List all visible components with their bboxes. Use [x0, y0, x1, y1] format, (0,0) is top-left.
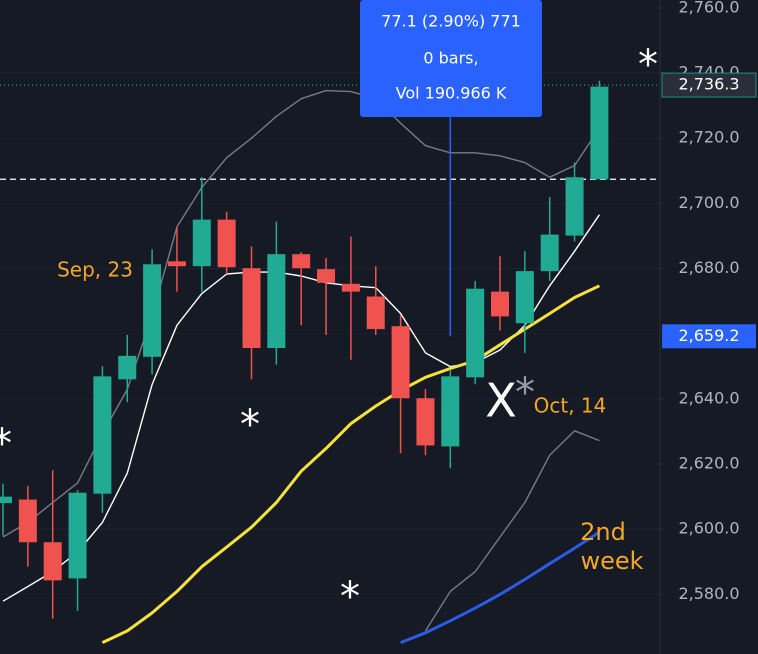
candle-body	[416, 398, 435, 446]
annotation: *	[0, 421, 12, 467]
candle-body	[317, 269, 336, 283]
annotation: Oct, 14	[534, 394, 607, 418]
tooltip-text: 0 bars,	[423, 49, 478, 68]
annotation: *	[515, 370, 535, 416]
candle-body	[590, 86, 609, 180]
tooltip-text: 77.1 (2.90%) 771	[381, 12, 521, 31]
indicator-line	[424, 430, 600, 632]
y-tick-label: 2,600.0	[678, 519, 739, 538]
candle-body	[143, 264, 162, 357]
y-tick-label: 2,620.0	[678, 454, 739, 473]
crosshair-price-box	[662, 324, 756, 349]
crosshair-price-label: 2,659.2	[678, 326, 739, 345]
y-tick-label: 2,760.0	[678, 0, 739, 16]
tooltip: 77.1 (2.90%) 771 0 bars, Vol 190.966 K	[360, 0, 542, 337]
candle-body	[242, 268, 261, 349]
candle-body	[118, 355, 137, 380]
candle-body	[192, 219, 211, 267]
candle-body	[341, 283, 360, 292]
candle-body	[167, 261, 186, 267]
annotation: *	[240, 402, 260, 448]
plot	[0, 80, 660, 644]
indicator-line	[101, 284, 601, 644]
candle-body	[466, 288, 485, 378]
candle-body	[18, 499, 37, 543]
candle-body	[93, 376, 112, 494]
indicator-line	[400, 530, 601, 644]
last-price-label: 2,736.3	[678, 75, 739, 94]
candle-body	[292, 254, 311, 269]
candle-body	[540, 234, 559, 272]
candle-body	[267, 254, 286, 349]
candle-body	[441, 376, 460, 447]
annotation: 2nd	[580, 518, 626, 546]
last-price-box	[661, 72, 757, 98]
candle-body	[491, 291, 509, 317]
y-tick-label: 2,720.0	[678, 128, 739, 147]
y-tick-label: 2,680.0	[678, 258, 739, 277]
annotation: *	[340, 574, 360, 620]
y-tick-label: 2,700.0	[678, 193, 739, 212]
annotation: X	[485, 374, 517, 428]
annotation: *	[638, 42, 658, 88]
candle-body	[217, 219, 236, 268]
y-tick-label: 2,580.0	[678, 584, 739, 603]
candle-body	[43, 542, 62, 581]
tooltip-box	[360, 0, 542, 117]
annotation: week	[580, 547, 643, 575]
candle-body	[68, 492, 87, 579]
annotation: Sep, 23	[57, 258, 133, 282]
tooltip-text: Vol 190.966 K	[396, 84, 507, 103]
price-axis: 2,760.02,740.02,720.02,700.02,680.02,660…	[660, 0, 757, 603]
candle-body	[366, 296, 385, 330]
candle-body	[0, 496, 12, 504]
candle-body	[565, 177, 584, 236]
candle-body	[515, 271, 534, 324]
y-tick-label: 2,640.0	[678, 388, 739, 407]
candle-body	[391, 326, 410, 399]
